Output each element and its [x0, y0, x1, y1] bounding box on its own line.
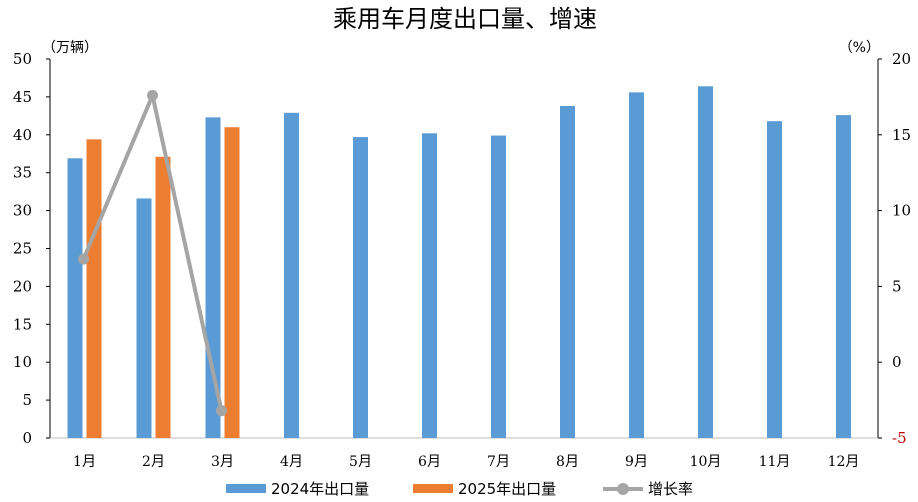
- left-tick-label: 15: [13, 315, 32, 333]
- x-tick-label: 7月: [487, 454, 510, 470]
- chart-title: 乘用车月度出口量、增速: [333, 5, 597, 33]
- left-tick-label: 0: [22, 429, 32, 447]
- bar-2024: [836, 115, 851, 438]
- bar-2024: [353, 137, 368, 438]
- bars: [67, 86, 851, 439]
- legend-swatch-2: [413, 484, 453, 493]
- growth-point: [216, 405, 227, 417]
- x-tick-label: 9月: [625, 454, 648, 470]
- bar-2024: [284, 112, 299, 439]
- growth-line-path: [81, 93, 224, 412]
- left-tick-label: 10: [13, 353, 32, 371]
- growth-point: [147, 89, 158, 101]
- bar-2024: [67, 158, 83, 438]
- left-tick-label: 50: [13, 50, 32, 68]
- x-tick-label: 5月: [349, 454, 372, 470]
- bar-2024: [698, 86, 713, 439]
- bar-2025: [224, 127, 240, 438]
- legend: 2024年出口量 2025年出口量 增长率: [226, 480, 693, 498]
- right-tick-label: 20: [892, 50, 911, 68]
- x-tick-label: 12月: [828, 454, 860, 470]
- x-tick-label: 11月: [759, 454, 791, 470]
- bar-2024: [629, 92, 644, 439]
- x-tick-label: 4月: [280, 454, 303, 470]
- left-tick-label: 5: [22, 391, 32, 409]
- left-tick-label: 25: [13, 240, 32, 258]
- legend-label: 2024年出口量: [271, 480, 369, 498]
- legend-swatch-marker: [617, 483, 629, 495]
- left-tick-label: 40: [13, 126, 32, 144]
- right-tick-label: 10: [892, 202, 911, 220]
- right-tick-label: 5: [892, 277, 902, 295]
- growth-point: [78, 253, 89, 265]
- left-tick-label: 35: [13, 164, 32, 182]
- right-tick-label: 0: [892, 353, 902, 371]
- x-tick-label: 6月: [418, 454, 441, 470]
- right-tick-label: 15: [892, 126, 911, 144]
- left-tick-label: 30: [13, 202, 32, 220]
- legend-label: 增长率: [648, 480, 693, 498]
- bar-2025: [86, 139, 102, 438]
- x-tick-label: 2月: [142, 454, 165, 470]
- bar-2024: [767, 121, 782, 438]
- bar-2024: [560, 105, 575, 438]
- left-axis-unit: （万辆）: [42, 40, 98, 56]
- x-tick-label: 8月: [556, 454, 579, 470]
- x-tick-label: 1月: [73, 454, 96, 470]
- bar-2024: [422, 133, 437, 438]
- bar-2024: [136, 198, 152, 438]
- left-tick-label: 20: [13, 277, 32, 295]
- left-tick-label: 45: [13, 88, 32, 106]
- axes: 0 5 10 15 20 25 30 35 40 45 50 -5 0 5 10 15 20 1月 2月 3月 4月 5月…: [13, 50, 911, 470]
- x-tick-label: 3月: [211, 454, 234, 470]
- right-axis-unit: （%）: [839, 40, 880, 56]
- bar-2025: [155, 156, 171, 439]
- legend-label: 2025年出口量: [458, 480, 556, 498]
- legend-swatch-1: [226, 484, 266, 493]
- growth-line: [78, 89, 227, 417]
- right-tick-label: -5: [892, 429, 907, 447]
- bar-2024: [491, 135, 506, 439]
- x-tick-label: 10月: [690, 454, 722, 470]
